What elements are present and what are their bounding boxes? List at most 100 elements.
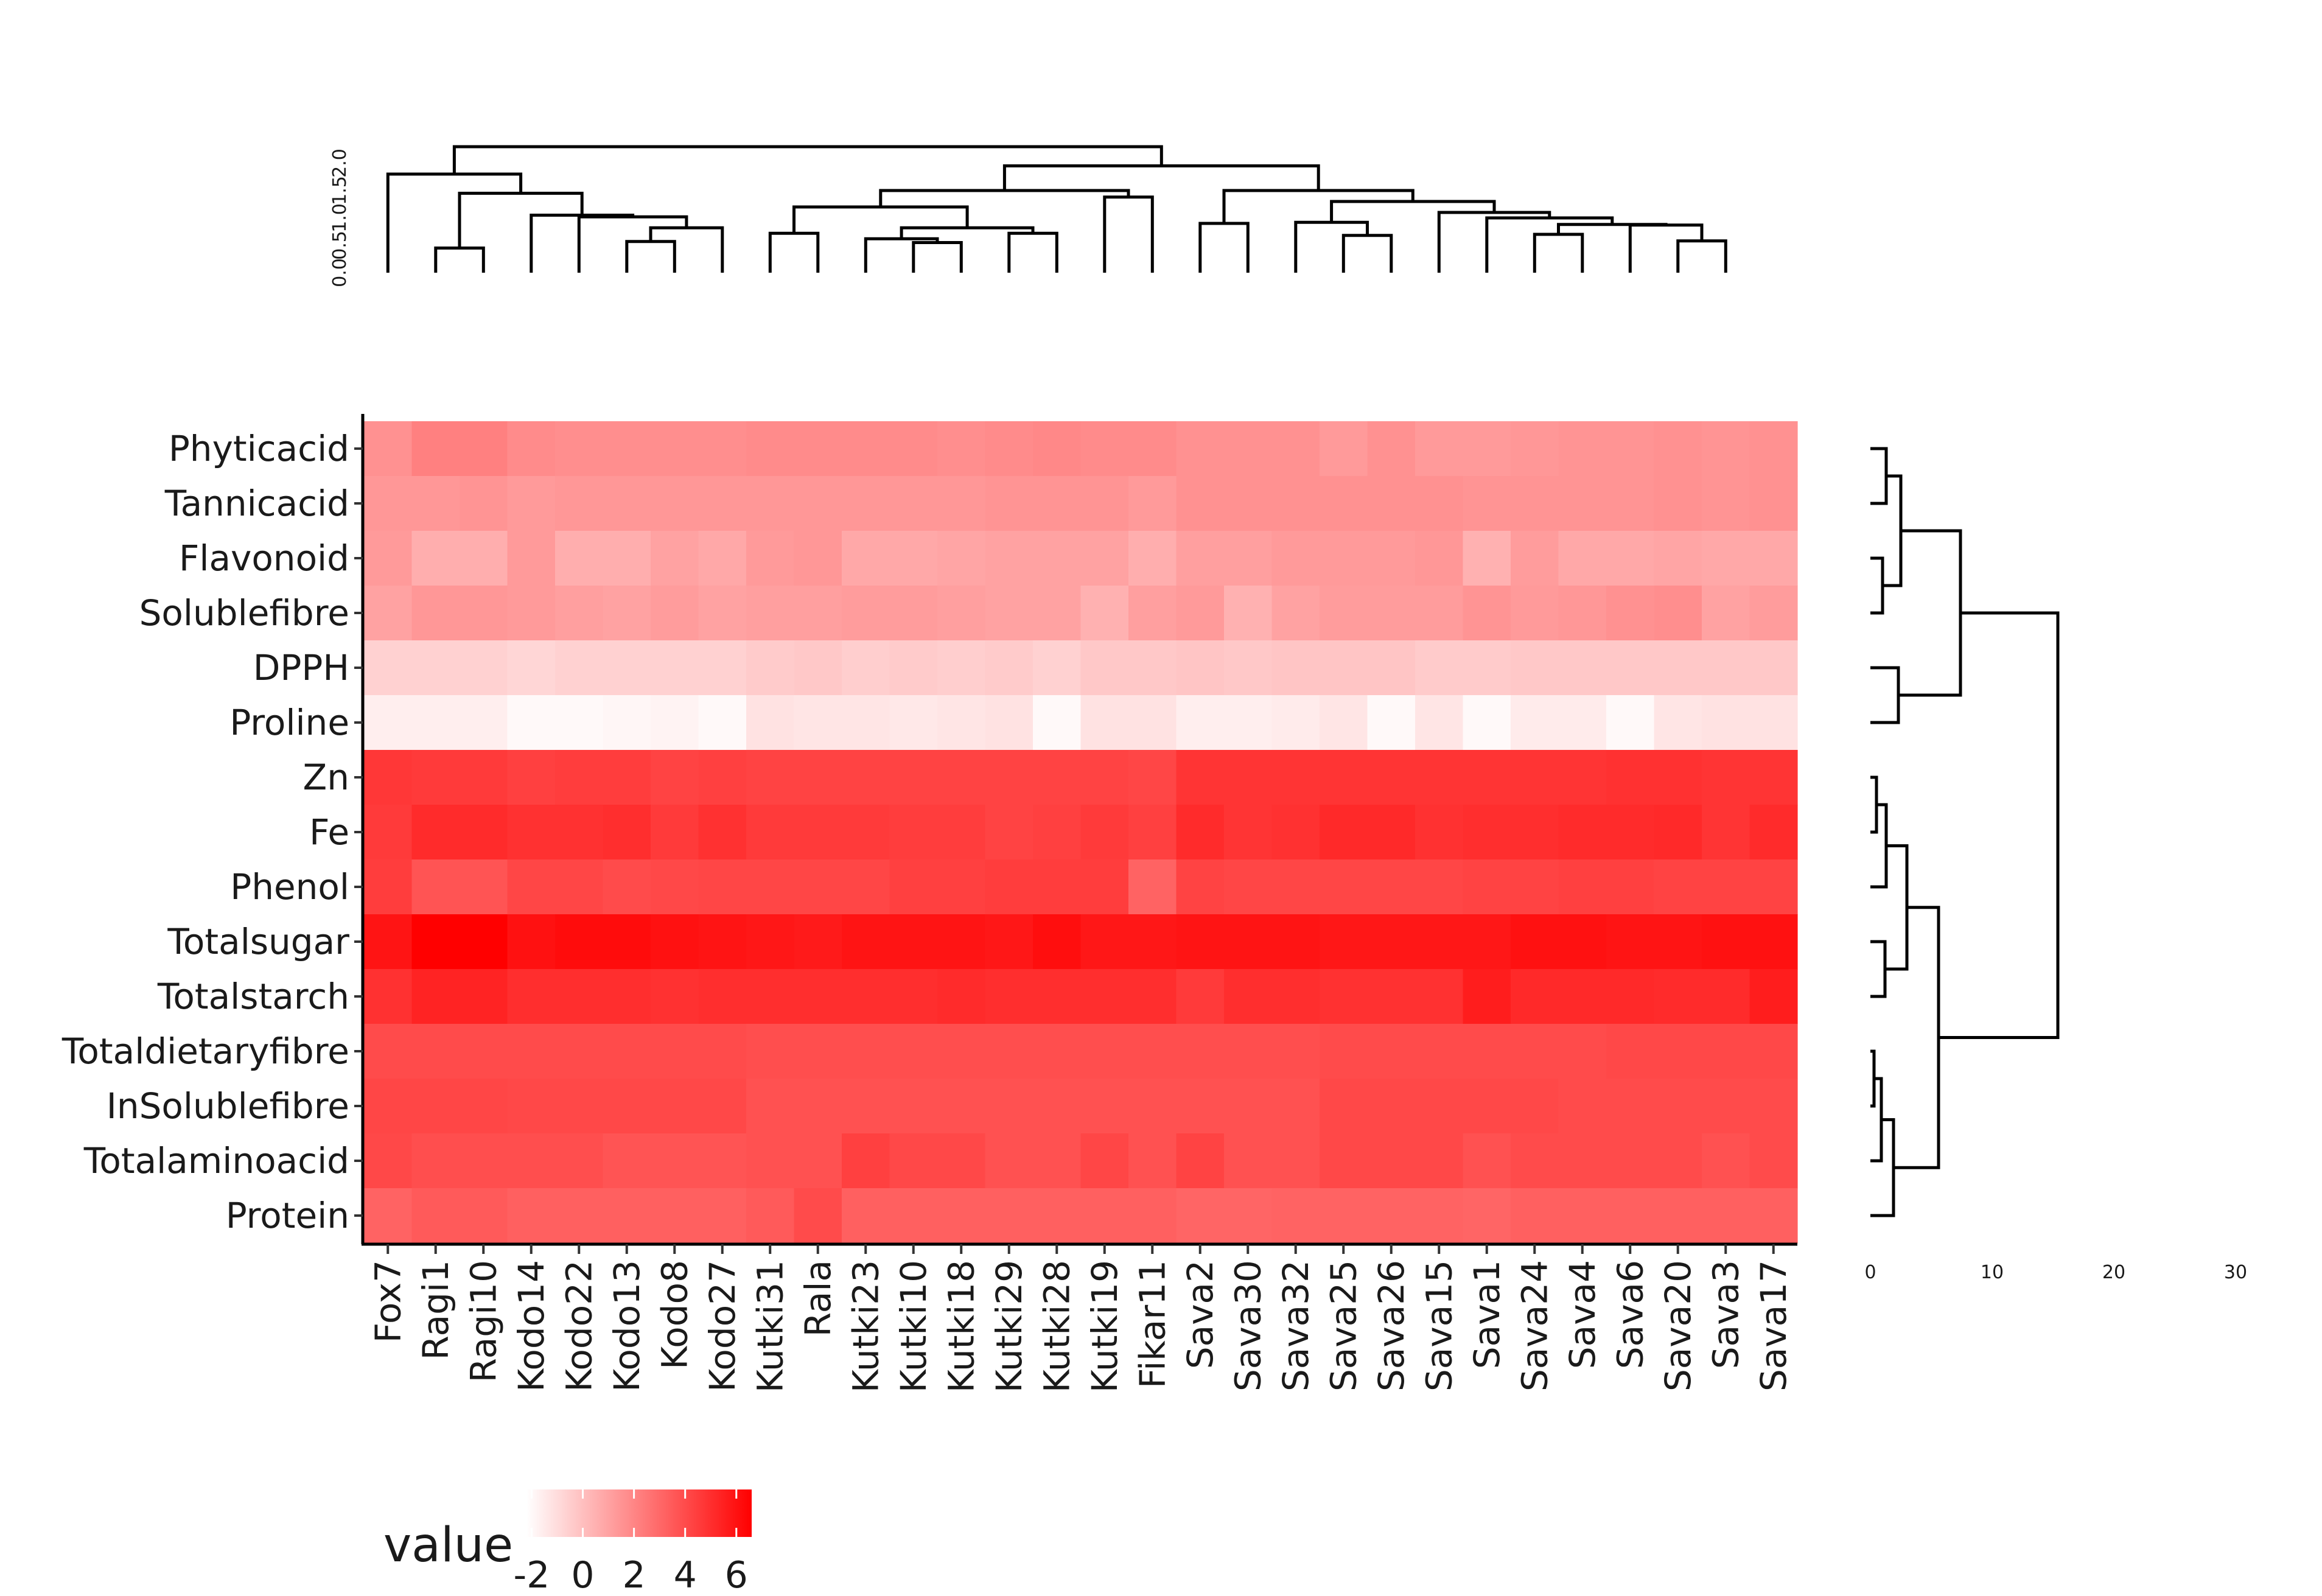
- column-label: Sava1: [1466, 1260, 1508, 1369]
- heatmap-cell: [746, 476, 795, 531]
- heatmap-cell: [411, 1079, 460, 1134]
- heatmap-cell: [1654, 1079, 1702, 1134]
- heatmap-cell: [1606, 1188, 1655, 1244]
- heatmap-cell: [555, 750, 604, 805]
- heatmap-cell: [1558, 859, 1607, 915]
- heatmap-cell: [411, 476, 460, 531]
- heatmap-cell: [1033, 421, 1082, 477]
- heatmap-cell: [1176, 1188, 1225, 1244]
- heatmap-cell: [842, 1024, 890, 1079]
- heatmap-cell: [651, 421, 699, 477]
- heatmap-cell: [1367, 750, 1416, 805]
- heatmap-cell: [1033, 586, 1082, 641]
- heatmap-cell: [1033, 640, 1082, 696]
- heatmap-cell: [1463, 1024, 1511, 1079]
- heatmap-cell: [1320, 1188, 1368, 1244]
- column-label: Kodo13: [606, 1260, 648, 1392]
- legend-tick-label: -2: [513, 1554, 550, 1596]
- heatmap-cell: [603, 859, 651, 915]
- heatmap-cell: [1176, 1079, 1225, 1134]
- heatmap-cell: [1224, 969, 1273, 1024]
- column-dendrogram-link: [1628, 223, 1704, 273]
- heatmap-cell: [1320, 859, 1368, 915]
- heatmap-cell: [555, 695, 604, 751]
- heatmap-cell: [364, 1024, 413, 1079]
- heatmap-cell: [1080, 1024, 1129, 1079]
- column-dendrogram-link: [649, 226, 724, 273]
- heatmap-cell: [1606, 586, 1655, 641]
- heatmap-cell: [794, 1079, 842, 1134]
- heatmap-cell: [889, 531, 938, 586]
- column-label: Sava30: [1227, 1260, 1268, 1391]
- heatmap-cell: [555, 969, 604, 1024]
- column-label: Kodo22: [558, 1260, 600, 1392]
- heatmap-cell: [1463, 421, 1511, 477]
- heatmap-cell: [746, 914, 795, 970]
- heatmap-cell: [1367, 969, 1416, 1024]
- heatmap-cell: [651, 1133, 699, 1189]
- heatmap-cell: [1558, 969, 1607, 1024]
- heatmap-cell: [698, 859, 747, 915]
- heatmap-cell: [651, 476, 699, 531]
- legend-tick-label: 6: [725, 1554, 748, 1596]
- heatmap-cell: [603, 421, 651, 477]
- column-dendrogram-link: [792, 205, 969, 234]
- heatmap-cell: [889, 1079, 938, 1134]
- heatmap-cell: [1702, 750, 1750, 805]
- heatmap-cell: [651, 531, 699, 586]
- heatmap-cell: [1463, 750, 1511, 805]
- row-dendrogram-axis: 010203040: [1864, 1262, 2247, 1283]
- heatmap-cell: [1511, 1133, 1559, 1189]
- heatmap-cell: [603, 914, 651, 970]
- column-label: Sava6: [1609, 1260, 1651, 1369]
- heatmap-cell: [889, 586, 938, 641]
- heatmap-cell: [937, 586, 986, 641]
- heatmap-cell: [985, 914, 1033, 970]
- heatmap-cell: [1320, 750, 1368, 805]
- heatmap-cell: [1367, 1079, 1416, 1134]
- heatmap-cell: [1320, 914, 1368, 970]
- heatmap-cell: [460, 695, 508, 751]
- heatmap-cell: [985, 859, 1033, 915]
- heatmap-cell: [1415, 969, 1464, 1024]
- heatmap-cell: [1702, 421, 1750, 477]
- heatmap-cell: [1558, 421, 1607, 477]
- heatmap-cell: [1463, 531, 1511, 586]
- heatmap-cell: [794, 586, 842, 641]
- heatmap-cell: [1080, 640, 1129, 696]
- heatmap-cell: [1224, 476, 1273, 531]
- heatmap-cell: [1271, 914, 1320, 970]
- heatmap-cell: [842, 1133, 890, 1189]
- heatmap-cell: [746, 1133, 795, 1189]
- heatmap-cell: [603, 586, 651, 641]
- heatmap-cell: [1080, 695, 1129, 751]
- heatmap-cell: [1128, 1079, 1177, 1134]
- heatmap-cell: [937, 1133, 986, 1189]
- heatmap-cell: [651, 586, 699, 641]
- heatmap-cell: [1463, 969, 1511, 1024]
- column-dendrogram-link: [530, 214, 635, 273]
- heatmap-cell: [1558, 750, 1607, 805]
- heatmap-cell: [1511, 640, 1559, 696]
- heatmap-cell: [1224, 1133, 1273, 1189]
- heatmap-cell: [411, 695, 460, 751]
- heatmap-cell: [889, 640, 938, 696]
- heatmap-cell: [937, 1024, 986, 1079]
- heatmap-cell: [1033, 1079, 1082, 1134]
- heatmap-cell: [1176, 695, 1225, 751]
- heatmap-cell: [1511, 695, 1559, 751]
- heatmap-cell: [985, 421, 1033, 477]
- heatmap-cell: [794, 750, 842, 805]
- row-dendrogram-link: [1870, 940, 1887, 998]
- heatmap-cell: [794, 914, 842, 970]
- heatmap-cell: [746, 586, 795, 641]
- heatmap-cell: [1033, 531, 1082, 586]
- heatmap-cell: [1606, 859, 1655, 915]
- row-dendrogram-link: [1939, 611, 2060, 1039]
- heatmap-cell: [1606, 476, 1655, 531]
- heatmap-cell: [794, 1188, 842, 1244]
- heatmap-cell: [1654, 531, 1702, 586]
- row-label: Proline: [229, 702, 349, 743]
- heatmap-cell: [1606, 1079, 1655, 1134]
